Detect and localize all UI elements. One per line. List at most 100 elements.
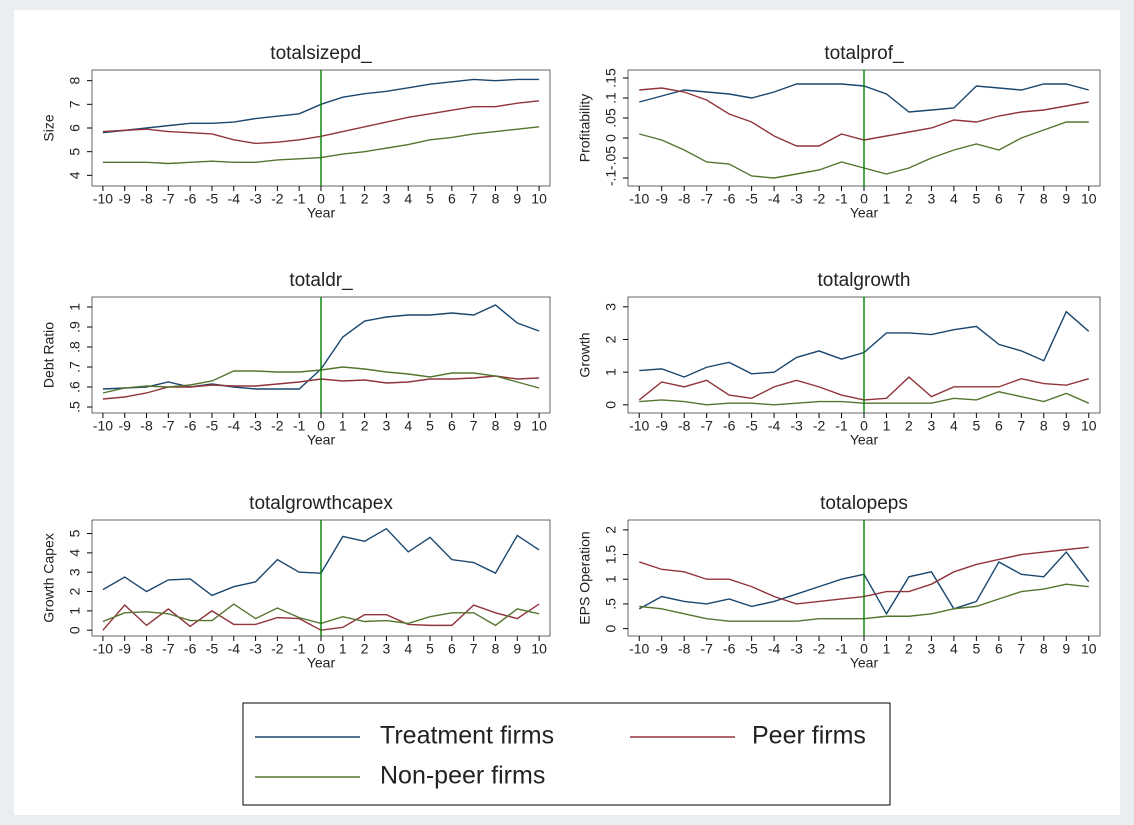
- y-tick-label: 0: [603, 401, 619, 409]
- x-tick-label: 4: [950, 641, 958, 657]
- x-tick-label: -6: [723, 641, 736, 657]
- x-tick-label: 6: [995, 418, 1003, 434]
- x-axis-label: Year: [307, 432, 336, 448]
- x-tick-label: 4: [404, 191, 412, 207]
- x-tick-label: 6: [995, 191, 1003, 207]
- y-tick-label: .15: [603, 68, 619, 88]
- y-tick-label: 3: [603, 303, 619, 311]
- x-tick-label: 10: [531, 191, 547, 207]
- x-tick-label: 10: [1081, 191, 1097, 207]
- x-tick-label: 5: [426, 418, 434, 434]
- x-tick-label: -10: [93, 191, 113, 207]
- x-tick-label: -1: [835, 191, 848, 207]
- x-tick-label: 8: [1040, 641, 1048, 657]
- legend-label: Peer firms: [752, 722, 866, 750]
- x-tick-label: -9: [118, 418, 131, 434]
- x-tick-label: -3: [790, 418, 803, 434]
- x-tick-label: 4: [950, 191, 958, 207]
- y-tick-label: .7: [67, 361, 83, 373]
- x-tick-label: -1: [293, 641, 306, 657]
- x-tick-label: 1: [339, 191, 347, 207]
- x-tick-label: -6: [723, 191, 736, 207]
- x-tick-label: 6: [448, 418, 456, 434]
- x-tick-label: 9: [1062, 191, 1070, 207]
- x-tick-label: 6: [448, 641, 456, 657]
- x-tick-label: -1: [293, 418, 306, 434]
- y-axis-label: Size: [41, 114, 57, 141]
- y-tick-label: .6: [67, 381, 83, 393]
- x-tick-label: -8: [678, 641, 691, 657]
- x-tick-label: -3: [790, 191, 803, 207]
- x-tick-label: 6: [448, 191, 456, 207]
- x-tick-label: 9: [1062, 641, 1070, 657]
- x-tick-label: 0: [860, 191, 868, 207]
- x-tick-label: -6: [184, 641, 197, 657]
- y-tick-label: .1: [603, 92, 619, 104]
- x-axis-label: Year: [307, 205, 336, 221]
- legend-box: [242, 702, 891, 806]
- x-tick-label: 6: [995, 641, 1003, 657]
- x-tick-label: 7: [470, 641, 478, 657]
- x-tick-label: 5: [426, 641, 434, 657]
- x-tick-label: 3: [928, 641, 936, 657]
- x-tick-label: -4: [228, 191, 241, 207]
- x-tick-label: 5: [972, 641, 980, 657]
- x-tick-label: 8: [1040, 191, 1048, 207]
- x-tick-label: 10: [531, 418, 547, 434]
- y-tick-label: 6: [67, 124, 83, 132]
- x-tick-label: -3: [249, 641, 262, 657]
- x-tick-label: -7: [162, 191, 175, 207]
- x-tick-label: 9: [1062, 418, 1070, 434]
- x-tick-label: 2: [361, 418, 369, 434]
- legend-label: Treatment firms: [380, 722, 554, 750]
- y-tick-label: .5: [67, 401, 83, 413]
- x-tick-label: -3: [249, 191, 262, 207]
- y-tick-label: 4: [67, 549, 83, 557]
- x-tick-label: -5: [206, 191, 219, 207]
- x-tick-label: 2: [905, 191, 913, 207]
- x-tick-label: 3: [383, 641, 391, 657]
- x-tick-label: -1: [835, 641, 848, 657]
- y-axis-label: EPS Operation: [577, 531, 593, 624]
- y-tick-label: .8: [67, 341, 83, 353]
- x-tick-label: -7: [700, 641, 713, 657]
- x-tick-label: 2: [905, 418, 913, 434]
- y-tick-label: 1: [67, 303, 83, 311]
- y-axis-label: Growth Capex: [41, 533, 57, 622]
- chart-title: totalsizepd_: [270, 43, 372, 64]
- x-tick-label: 0: [860, 641, 868, 657]
- y-tick-label: 2: [603, 526, 619, 534]
- y-tick-label: 7: [67, 100, 83, 108]
- x-tick-label: 8: [492, 641, 500, 657]
- x-tick-label: -7: [700, 418, 713, 434]
- y-tick-label: -.05: [603, 146, 619, 170]
- x-tick-label: -5: [206, 418, 219, 434]
- x-tick-label: 3: [383, 418, 391, 434]
- y-tick-label: 2: [67, 587, 83, 595]
- x-tick-label: -9: [655, 641, 668, 657]
- x-tick-label: 1: [339, 418, 347, 434]
- x-tick-label: 0: [317, 191, 325, 207]
- y-tick-label: 0: [67, 626, 83, 634]
- x-tick-label: 10: [531, 641, 547, 657]
- x-tick-label: 0: [860, 418, 868, 434]
- chart-title: totalprof_: [824, 43, 904, 64]
- x-axis-label: Year: [307, 655, 336, 671]
- x-tick-label: -4: [228, 418, 241, 434]
- y-tick-label: 2: [603, 335, 619, 343]
- x-tick-label: -5: [206, 641, 219, 657]
- x-tick-label: -10: [629, 418, 649, 434]
- x-axis-label: Year: [850, 655, 879, 671]
- x-tick-label: -3: [790, 641, 803, 657]
- x-tick-label: -8: [678, 191, 691, 207]
- x-tick-label: -10: [629, 191, 649, 207]
- y-tick-label: -.1: [603, 170, 619, 187]
- x-tick-label: -10: [93, 418, 113, 434]
- x-axis-label: Year: [850, 205, 879, 221]
- legend-label: Non-peer firms: [380, 762, 545, 790]
- chart-title: totalopeps: [820, 493, 908, 514]
- x-tick-label: -9: [118, 641, 131, 657]
- x-tick-label: 7: [1017, 418, 1025, 434]
- y-tick-label: 1: [67, 607, 83, 615]
